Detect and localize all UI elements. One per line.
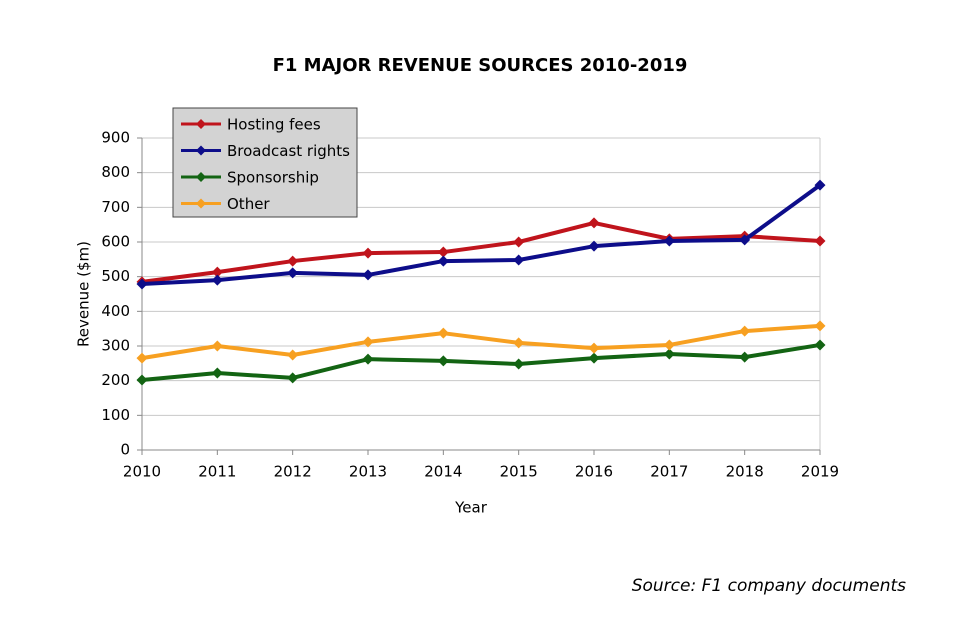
y-tick-label: 600 — [101, 233, 130, 251]
point-marker — [211, 340, 223, 352]
y-tick-label: 400 — [101, 302, 130, 320]
x-tick-label: 2010 — [123, 463, 161, 481]
x-tick-label: 2014 — [424, 463, 462, 481]
point-marker — [362, 336, 374, 348]
y-axis-label: Revenue ($m) — [75, 241, 93, 347]
point-marker — [814, 179, 826, 191]
point-marker — [437, 327, 449, 339]
y-tick-label: 900 — [101, 129, 130, 147]
point-marker — [663, 235, 675, 247]
y-tick-label: 800 — [101, 163, 130, 181]
legend-label: Hosting fees — [227, 116, 321, 134]
legend-label: Broadcast rights — [227, 142, 350, 160]
series-line — [141, 342, 821, 382]
point-marker — [814, 235, 826, 247]
point-marker — [739, 325, 751, 337]
source-note: Source: F1 company documents — [632, 576, 906, 596]
y-tick-label: 500 — [101, 267, 130, 285]
point-marker — [588, 342, 600, 354]
point-marker — [663, 348, 675, 360]
legend-marker — [196, 172, 206, 182]
x-tick-label: 2012 — [274, 463, 312, 481]
point-marker — [513, 358, 525, 370]
point-marker — [287, 372, 299, 384]
y-tick-label: 100 — [101, 406, 130, 424]
point-marker — [588, 217, 600, 229]
point-marker — [814, 320, 826, 332]
point-marker — [136, 352, 148, 364]
point-marker — [513, 337, 525, 349]
point-marker — [814, 339, 826, 351]
x-tick-label: 2016 — [575, 463, 613, 481]
chart-title: F1 MAJOR REVENUE SOURCES 2010-2019 — [273, 55, 688, 76]
legend-marker — [196, 145, 206, 156]
point-marker — [211, 266, 223, 278]
legend-label: Sponsorship — [227, 169, 319, 187]
x-axis-label: Year — [454, 499, 488, 517]
point-marker — [136, 278, 148, 290]
point-marker — [287, 255, 299, 267]
point-marker — [287, 267, 299, 279]
x-tick-label: 2018 — [726, 463, 764, 481]
point-marker — [513, 236, 525, 248]
y-tick-label: 300 — [101, 337, 130, 355]
point-marker — [588, 352, 600, 364]
point-marker — [211, 274, 223, 286]
point-marker — [739, 234, 751, 246]
x-tick-label: 2011 — [198, 463, 236, 481]
y-tick-label: 0 — [120, 441, 130, 459]
x-tick-label: 2015 — [500, 463, 538, 481]
series-line — [141, 220, 821, 284]
point-marker — [588, 240, 600, 252]
point-marker — [362, 353, 374, 365]
x-tick-label: 2013 — [349, 463, 387, 481]
point-marker — [287, 349, 299, 361]
point-marker — [739, 351, 751, 363]
point-marker — [437, 355, 449, 367]
point-marker — [663, 339, 675, 351]
legend-label: Other — [227, 195, 270, 213]
point-marker — [437, 255, 449, 267]
point-marker — [362, 247, 374, 259]
legend-marker — [196, 119, 206, 129]
point-marker — [136, 374, 148, 386]
point-marker — [362, 269, 374, 281]
legend-marker — [196, 198, 206, 209]
y-tick-label: 700 — [101, 198, 130, 216]
y-tick-label: 200 — [101, 371, 130, 389]
point-marker — [513, 254, 525, 266]
point-marker — [437, 246, 449, 258]
x-tick-label: 2017 — [650, 463, 688, 481]
point-marker — [211, 367, 223, 379]
series-line — [141, 183, 822, 286]
x-tick-label: 2019 — [801, 463, 839, 481]
series-line — [141, 323, 821, 361]
